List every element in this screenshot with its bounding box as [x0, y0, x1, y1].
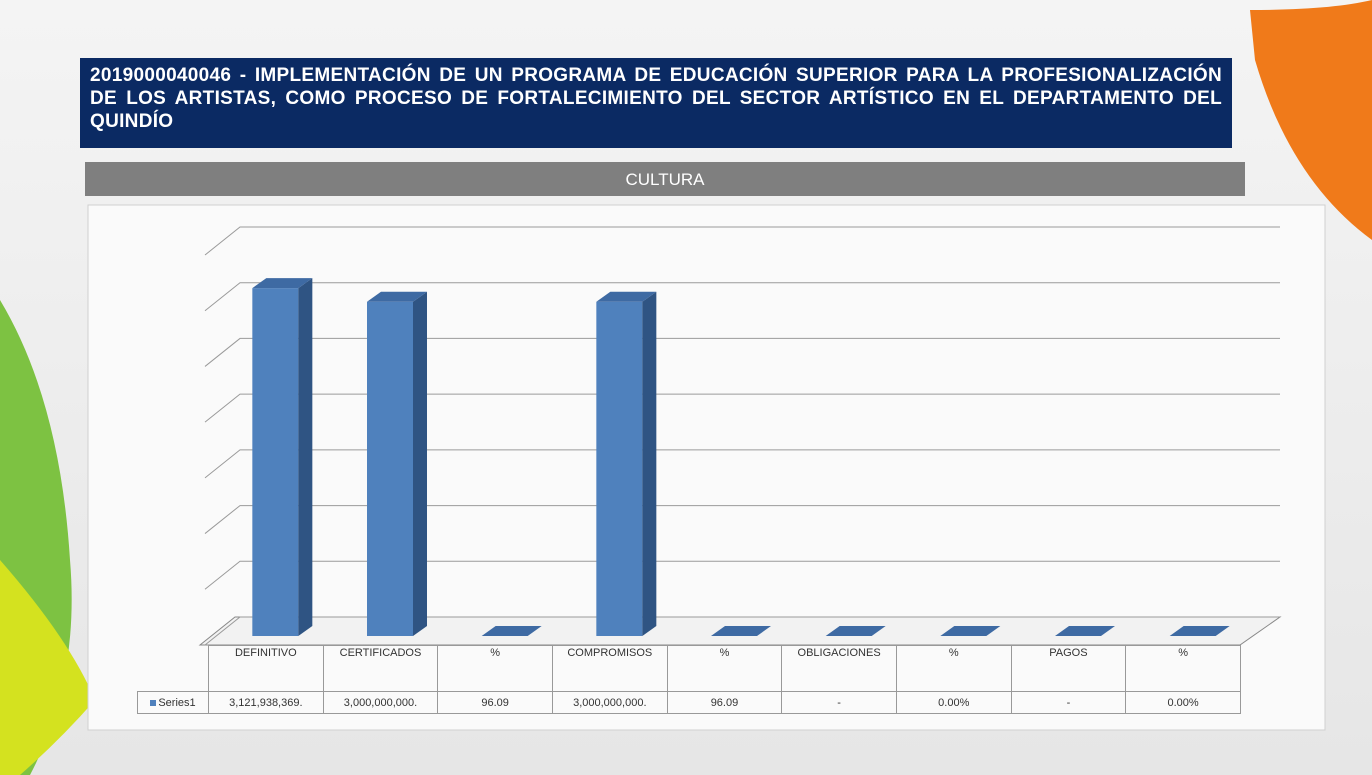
- bar-top: [596, 291, 657, 302]
- bar-top: [940, 626, 1001, 636]
- bar-top: [711, 626, 771, 636]
- bar-top: [481, 626, 542, 636]
- bar-front: [367, 301, 413, 636]
- grid-line: [204, 282, 1280, 312]
- value-label: 96.09: [437, 691, 553, 714]
- category-label: %: [1125, 645, 1241, 692]
- category-label: PAGOS: [1010, 645, 1127, 692]
- bar-top: [825, 626, 886, 636]
- value-label: 96.09: [666, 691, 783, 714]
- bar-side: [413, 291, 427, 636]
- grid-line: [204, 226, 1280, 256]
- bar-side: [642, 291, 657, 636]
- category-label: %: [437, 645, 553, 692]
- bar-front: [252, 288, 299, 636]
- bar: [367, 291, 427, 636]
- grid-line: [204, 616, 1280, 646]
- category-label: OBLIGACIONES: [781, 645, 897, 692]
- grid-line: [204, 505, 1280, 534]
- bar-side: [298, 278, 313, 636]
- category-label: COMPROMISOS: [551, 645, 668, 692]
- data-table: DEFINITIVO CERTIFICADOS% COMPROMISOS% OBLIG…: [137, 645, 1241, 714]
- bar: [1169, 626, 1230, 636]
- value-label: 0.00%: [895, 691, 1012, 714]
- legend-label: Series1: [158, 696, 196, 709]
- value-label: 3,121,938,369.: [208, 691, 324, 714]
- value-label: 3,000,000,000.: [551, 691, 668, 714]
- legend-key: [150, 699, 157, 706]
- chart-title: 2019000040046 - IMPLEMENTACIÓN DE UN PRO…: [80, 58, 1232, 148]
- bar: [596, 291, 657, 636]
- bar-front: [596, 301, 643, 636]
- category-row: DEFINITIVO CERTIFICADOS% COMPROMISOS% OBLIG…: [137, 645, 1241, 692]
- bar-top: [1169, 626, 1230, 636]
- bar-top: [1055, 626, 1115, 636]
- bar: [825, 626, 886, 636]
- category-label: CERTIFICADOS: [322, 645, 439, 692]
- grid-line: [204, 449, 1280, 479]
- bar: [481, 626, 542, 636]
- category-label: %: [895, 645, 1012, 692]
- grid-line: [204, 337, 1280, 367]
- chart-subtitle: CULTURA: [85, 162, 1245, 196]
- blank-cell: [137, 645, 209, 692]
- decor-orange: [1250, 0, 1372, 240]
- bar: [940, 626, 1001, 636]
- bar: [711, 626, 771, 636]
- bar: [1055, 626, 1115, 636]
- bar: [252, 278, 313, 636]
- category-label: %: [666, 645, 783, 692]
- value-label: -: [781, 691, 897, 714]
- category-label: DEFINITIVO: [208, 645, 324, 692]
- value-label: -: [1010, 691, 1127, 714]
- bar-top: [367, 291, 427, 302]
- grid-line: [204, 560, 1280, 590]
- value-row: Series1 3,121,938,369. 3,000,000,000. 96.09…: [137, 691, 1241, 714]
- decor-yellow: [0, 560, 95, 775]
- value-label: 3,000,000,000.: [322, 691, 439, 714]
- legend-cell: Series1: [137, 691, 209, 714]
- value-label: 0.00%: [1125, 691, 1241, 714]
- bar-top: [252, 278, 313, 289]
- grid-line: [204, 393, 1280, 423]
